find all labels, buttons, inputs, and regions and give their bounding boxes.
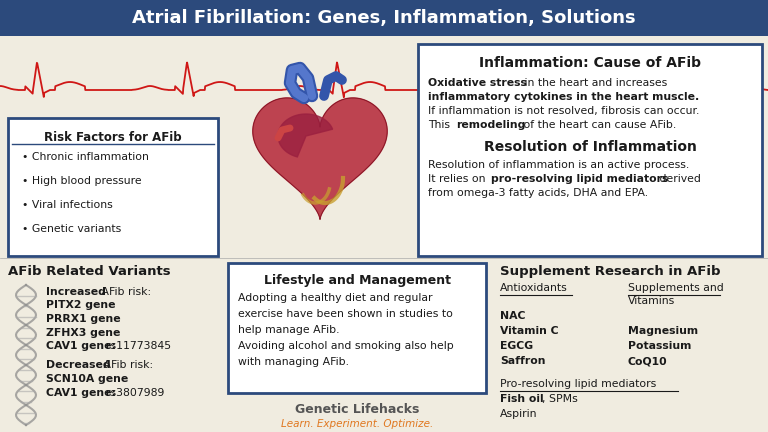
Text: Saffron: Saffron xyxy=(500,356,545,366)
Text: CAV1 gene:: CAV1 gene: xyxy=(46,388,120,397)
Text: Magnesium: Magnesium xyxy=(628,326,698,336)
Text: rs11773845: rs11773845 xyxy=(106,341,171,351)
Text: • High blood pressure: • High blood pressure xyxy=(22,176,141,186)
Text: , SPMs: , SPMs xyxy=(542,394,578,404)
Text: Oxidative stress: Oxidative stress xyxy=(428,78,527,88)
Text: PRRX1 gene: PRRX1 gene xyxy=(46,314,121,324)
Text: Atrial Fibrillation: Genes, Inflammation, Solutions: Atrial Fibrillation: Genes, Inflammation… xyxy=(132,9,636,27)
Text: AFib Related Variants: AFib Related Variants xyxy=(8,265,170,278)
Text: Antioxidants: Antioxidants xyxy=(500,283,568,293)
Text: rs3807989: rs3807989 xyxy=(106,388,164,397)
Text: Inflammation: Cause of AFib: Inflammation: Cause of AFib xyxy=(479,56,701,70)
Text: AFib risk:: AFib risk: xyxy=(100,360,153,371)
Text: from omega-3 fatty acids, DHA and EPA.: from omega-3 fatty acids, DHA and EPA. xyxy=(428,188,648,198)
Text: help manage AFib.: help manage AFib. xyxy=(238,325,339,335)
Polygon shape xyxy=(253,98,387,219)
Text: derived: derived xyxy=(656,174,701,184)
Text: Decreased: Decreased xyxy=(46,360,111,371)
Text: If inflammation is not resolved, fibrosis can occur.: If inflammation is not resolved, fibrosi… xyxy=(428,106,700,116)
Text: CAV1 gene:: CAV1 gene: xyxy=(46,341,120,351)
Text: Learn. Experiment. Optimize.: Learn. Experiment. Optimize. xyxy=(281,419,433,429)
Text: Adopting a healthy diet and regular: Adopting a healthy diet and regular xyxy=(238,293,432,303)
Text: NAC: NAC xyxy=(500,311,525,321)
Text: Potassium: Potassium xyxy=(628,341,691,351)
Text: SCN10A gene: SCN10A gene xyxy=(46,374,128,384)
Text: Aspirin: Aspirin xyxy=(500,409,538,419)
Text: Vitamin C: Vitamin C xyxy=(500,326,558,336)
Text: Fish oil: Fish oil xyxy=(500,394,544,404)
Text: remodeling: remodeling xyxy=(456,120,525,130)
Text: • Chronic inflammation: • Chronic inflammation xyxy=(22,152,149,162)
Text: Supplement Research in AFib: Supplement Research in AFib xyxy=(500,265,720,278)
Text: Resolution of Inflammation: Resolution of Inflammation xyxy=(484,140,697,154)
Text: Avoiding alcohol and smoking also help: Avoiding alcohol and smoking also help xyxy=(238,341,454,351)
Text: inflammatory cytokines in the heart muscle.: inflammatory cytokines in the heart musc… xyxy=(428,92,699,102)
Text: CoQ10: CoQ10 xyxy=(628,356,667,366)
Text: Supplements and: Supplements and xyxy=(628,283,723,293)
Text: Genetic Lifehacks: Genetic Lifehacks xyxy=(295,403,419,416)
Text: PITX2 gene: PITX2 gene xyxy=(46,301,115,311)
Polygon shape xyxy=(278,114,333,157)
Text: Lifestyle and Management: Lifestyle and Management xyxy=(263,274,451,287)
Text: in the heart and increases: in the heart and increases xyxy=(521,78,667,88)
Text: • Viral infections: • Viral infections xyxy=(22,200,113,210)
Text: AFib risk:: AFib risk: xyxy=(98,287,151,297)
Text: of the heart can cause AFib.: of the heart can cause AFib. xyxy=(520,120,677,130)
Text: Increased: Increased xyxy=(46,287,106,297)
Text: • Genetic variants: • Genetic variants xyxy=(22,224,121,234)
Text: pro-resolving lipid mediators: pro-resolving lipid mediators xyxy=(491,174,668,184)
Text: with managing AFib.: with managing AFib. xyxy=(238,357,349,367)
Text: Vitamins: Vitamins xyxy=(628,296,675,306)
Text: It relies on: It relies on xyxy=(428,174,489,184)
FancyBboxPatch shape xyxy=(228,263,486,393)
FancyBboxPatch shape xyxy=(0,0,768,36)
Text: Risk Factors for AFib: Risk Factors for AFib xyxy=(45,131,182,144)
FancyBboxPatch shape xyxy=(8,118,218,256)
Text: This: This xyxy=(428,120,453,130)
Text: exercise have been shown in studies to: exercise have been shown in studies to xyxy=(238,309,453,319)
Text: ZFHX3 gene: ZFHX3 gene xyxy=(46,327,121,337)
FancyBboxPatch shape xyxy=(418,44,762,256)
Text: EGCG: EGCG xyxy=(500,341,533,351)
Text: Pro-resolving lipid mediators: Pro-resolving lipid mediators xyxy=(500,379,656,389)
Text: Resolution of inflammation is an active process.: Resolution of inflammation is an active … xyxy=(428,160,689,170)
